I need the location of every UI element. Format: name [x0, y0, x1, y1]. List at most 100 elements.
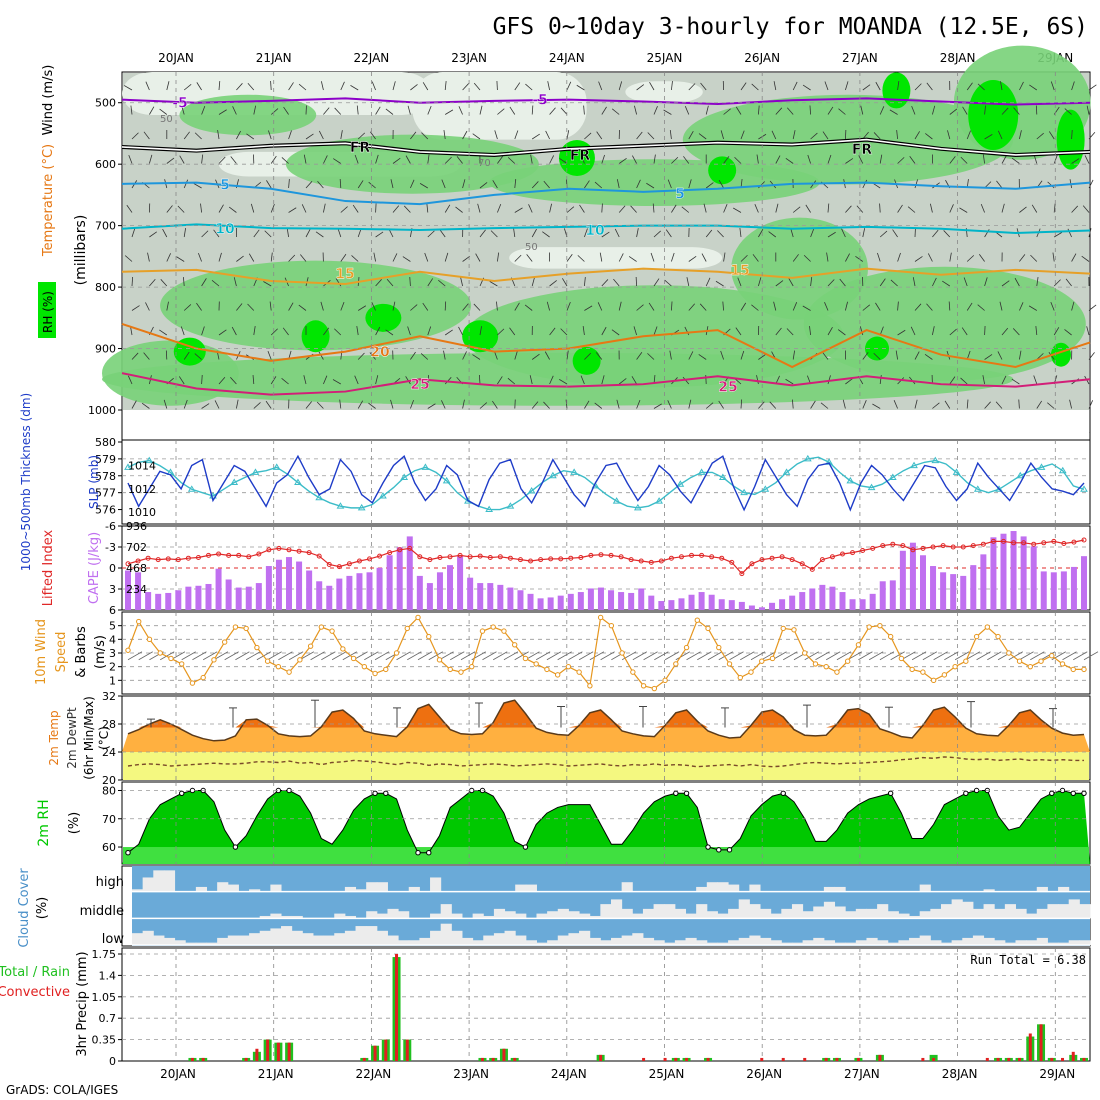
lifted-index-point — [246, 554, 252, 560]
wind-barb — [286, 228, 289, 238]
cape-bar — [849, 599, 856, 610]
wind-barb — [340, 130, 343, 140]
wind-barb — [1050, 302, 1055, 311]
thickness-series-point — [315, 493, 324, 501]
wind-barb — [560, 107, 568, 115]
rh-moist-area — [731, 217, 868, 320]
wind-barb — [236, 255, 244, 262]
wind-barb — [862, 84, 871, 91]
wind-barb — [947, 130, 951, 140]
cape-bar — [547, 597, 554, 610]
surface-wind-barb — [654, 651, 669, 661]
wind-barb — [305, 181, 313, 189]
wind-barb — [839, 278, 846, 287]
lifted-index-point — [135, 558, 141, 564]
cape-bar — [145, 592, 152, 610]
surface-wind-barb — [503, 651, 519, 661]
precip-convective-bar — [1071, 1051, 1075, 1061]
wind-barb — [549, 155, 555, 164]
wind-barb — [652, 203, 655, 213]
thickness-series-point — [803, 454, 812, 462]
thickness-series-point — [272, 463, 281, 470]
surface-wind-barb — [976, 651, 991, 661]
wind-barb — [201, 230, 209, 238]
wind-barb — [688, 303, 696, 311]
wind-barb — [201, 403, 210, 409]
surface-wind-barb — [858, 651, 873, 661]
wind-barb — [1001, 280, 1010, 287]
wind-barb — [546, 301, 550, 311]
cape-bar — [638, 588, 645, 610]
wind-barb — [478, 374, 481, 385]
surface-wind-barb — [1030, 651, 1045, 661]
surface-wind-barb — [278, 651, 293, 661]
cloud-low-bar — [334, 933, 346, 945]
cape-bar — [758, 607, 765, 610]
tick-label: 578 — [95, 470, 116, 483]
wind-barb — [444, 81, 447, 91]
wind-barb — [392, 157, 401, 164]
wind-barb — [942, 280, 951, 287]
cloud-middle-bar — [440, 904, 452, 919]
wind-speed-point — [694, 617, 701, 623]
wind-barb — [427, 230, 435, 238]
wind-barb — [1064, 108, 1072, 115]
wind-barb — [371, 302, 376, 311]
cloud-low-bar — [685, 937, 697, 945]
wind-barb — [984, 134, 993, 140]
cape-bar — [819, 584, 826, 610]
wind-barb — [581, 154, 585, 164]
tick-label: 576 — [95, 504, 116, 517]
surface-wind-barb — [192, 651, 207, 661]
wind-speed-point — [855, 642, 862, 648]
wind-barb — [549, 375, 554, 385]
wind-barb — [977, 304, 985, 311]
wind-barb — [914, 399, 918, 409]
wind-barb — [705, 402, 714, 409]
cloud-low-bar — [802, 940, 814, 945]
surface-wind-barb — [750, 651, 766, 661]
wind-barb — [193, 183, 202, 189]
wind-barb — [966, 302, 973, 311]
wind-speed-point — [683, 644, 690, 651]
wind-barb — [422, 82, 429, 91]
wind-barb — [128, 154, 133, 164]
dewpoint-series — [127, 756, 1084, 768]
precip-convective-bar — [362, 1057, 366, 1061]
surface-wind-barb — [181, 651, 196, 661]
wind-barb — [270, 328, 278, 336]
wind-speed-point — [168, 655, 174, 662]
thickness-series-point — [846, 476, 855, 484]
wind-barb — [350, 85, 359, 91]
lifted-index-point — [1041, 540, 1047, 546]
wind-barb — [932, 277, 937, 287]
precip-panel: 0 0.35 0.7 1.05 1.4 1.75 Run Total = 6.38 3hr P… — [0, 947, 1091, 1068]
cloud-low-bar — [419, 937, 431, 945]
wind-barb — [997, 130, 1003, 140]
cloud-middle-bar — [376, 913, 388, 919]
legend-convective: Convective — [0, 985, 70, 1000]
wind-barb — [1019, 130, 1022, 140]
wind-speed-point — [297, 657, 303, 663]
wind-barb — [756, 154, 759, 164]
cloud-low-bar — [344, 930, 357, 945]
precip-convective-bar — [781, 1057, 785, 1061]
thickness-series-point — [442, 476, 451, 484]
lifted-index-point — [447, 554, 453, 560]
cloud-high-bar — [217, 882, 229, 892]
wind-barb — [298, 304, 307, 311]
wind-barb — [340, 206, 348, 213]
wind-barb — [410, 179, 415, 189]
cloud-low-bar — [461, 937, 474, 945]
wind-speed-point — [673, 661, 679, 667]
wind-barb — [166, 157, 175, 164]
precip-convective-bar — [878, 1054, 882, 1061]
thickness-series-point — [973, 485, 982, 492]
rh-point — [522, 844, 529, 850]
cape-bar — [125, 570, 131, 610]
cloud-layer-label: high — [96, 875, 124, 890]
cape-bar — [567, 593, 574, 610]
isotherm-label: 20 — [370, 345, 390, 361]
wind-barb — [632, 155, 637, 164]
cloud-low-bar — [717, 942, 729, 945]
